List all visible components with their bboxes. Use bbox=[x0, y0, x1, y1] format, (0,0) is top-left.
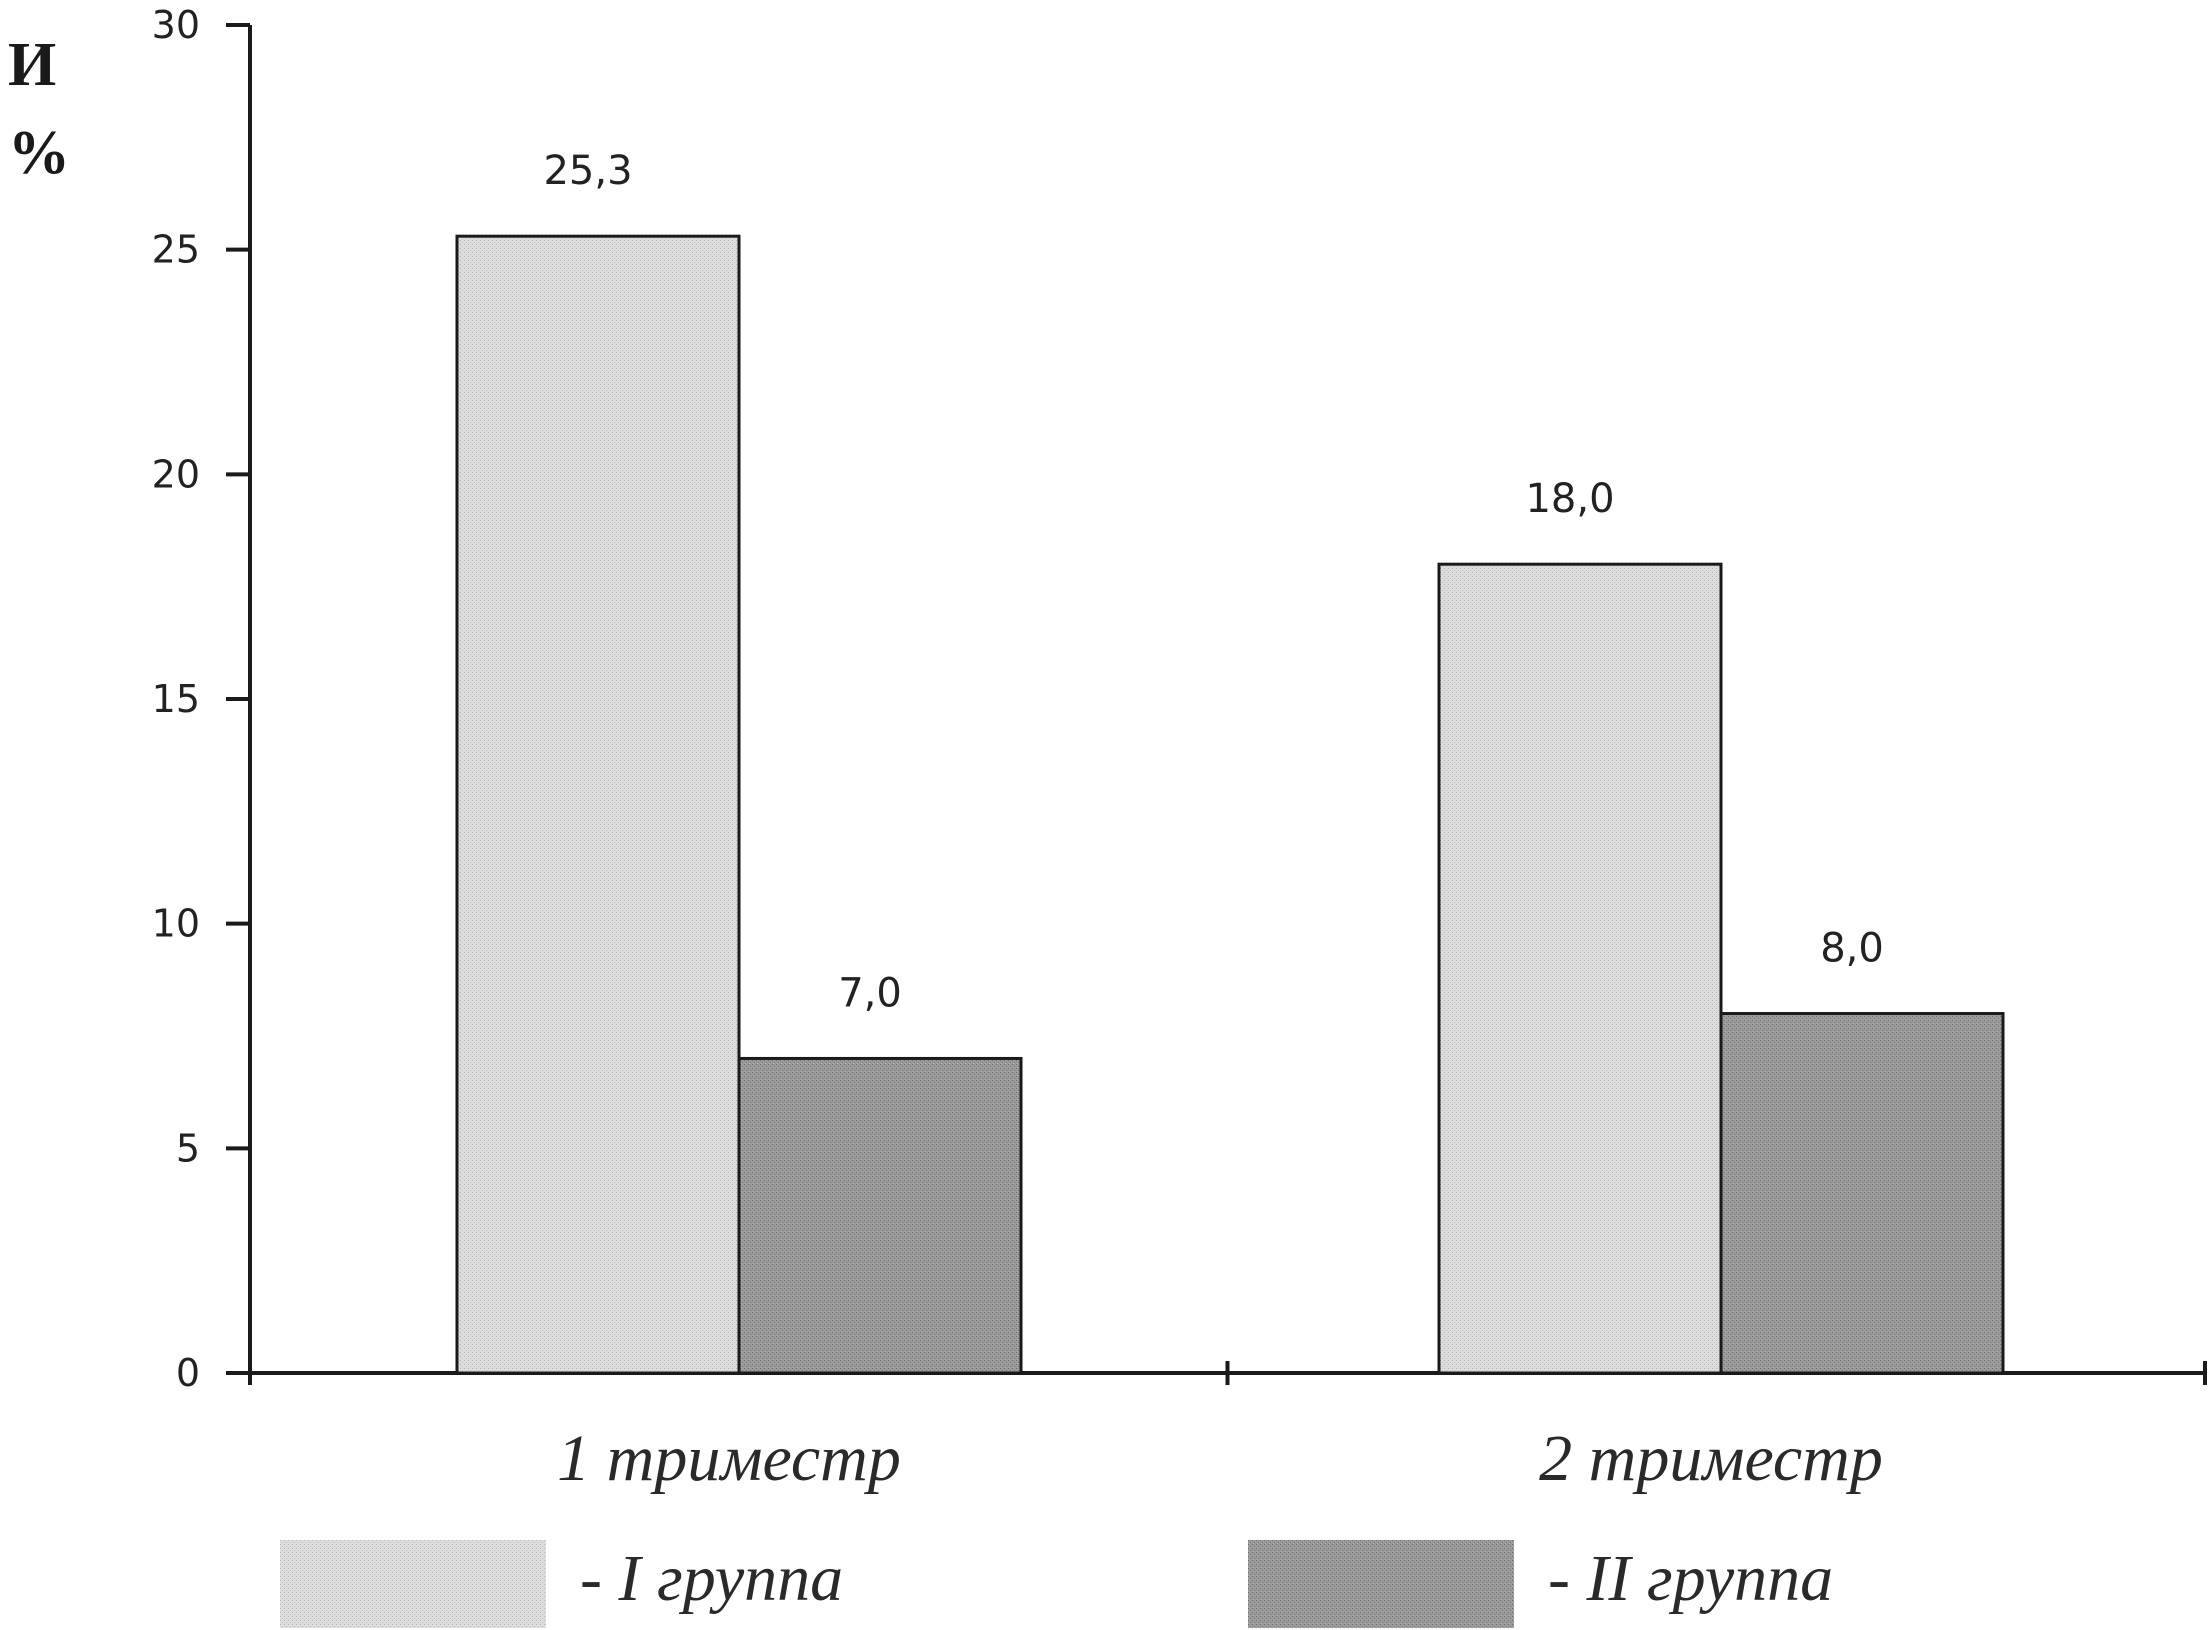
bar bbox=[737, 1056, 1023, 1375]
legend: - I группа - II группа bbox=[280, 1540, 1833, 1628]
y-axis-label-line: И bbox=[8, 31, 56, 99]
bar-value-label: 25,3 bbox=[543, 148, 632, 194]
y-tick-label: 30 bbox=[152, 3, 200, 47]
category-label: 1 триместр bbox=[557, 1422, 901, 1495]
y-tick-label: 0 bbox=[176, 1351, 200, 1395]
bar-value-label: 8,0 bbox=[1820, 926, 1884, 972]
bar-value-label: 18,0 bbox=[1525, 476, 1614, 522]
y-tick-label: 25 bbox=[152, 228, 200, 272]
y-axis-label: И% bbox=[8, 31, 70, 187]
bars bbox=[455, 234, 2005, 1375]
legend-label: - II группа bbox=[1548, 1542, 1833, 1615]
y-tick-label: 10 bbox=[152, 902, 200, 946]
legend-swatch bbox=[1248, 1540, 1514, 1628]
legend-label: - I группа bbox=[580, 1542, 843, 1615]
category-labels: 1 триместр 2 триместр bbox=[557, 1422, 1883, 1495]
category-label: 2 триместр bbox=[1539, 1422, 1883, 1495]
y-axis-ticks: 0 5 10 15 20 25 30 bbox=[152, 3, 250, 1395]
bar bbox=[455, 234, 741, 1375]
bar bbox=[1437, 562, 1723, 1375]
y-axis-label-line: % bbox=[8, 119, 70, 187]
y-tick-label: 15 bbox=[152, 677, 200, 721]
data-labels: 25,3 7,0 18,0 8,0 bbox=[543, 148, 1883, 1016]
bar-value-label: 7,0 bbox=[838, 970, 902, 1016]
legend-swatch bbox=[280, 1540, 546, 1628]
y-tick-label: 5 bbox=[176, 1126, 200, 1170]
bar bbox=[1719, 1012, 2005, 1375]
y-tick-label: 20 bbox=[152, 452, 200, 496]
